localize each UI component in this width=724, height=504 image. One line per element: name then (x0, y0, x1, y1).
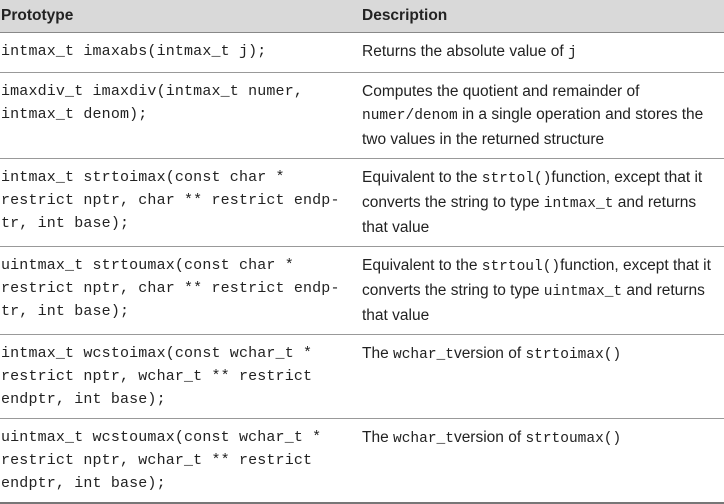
description-text: and returns that value (362, 281, 705, 324)
inline-code: uintmax_t (543, 283, 623, 300)
table-row: uintmax_t strtoumax(const char * restric… (0, 246, 724, 335)
description-text: function, except that it converts the st… (362, 256, 711, 299)
inline-code: intmax_t (543, 195, 614, 212)
description-text: in a single operation and stores the two… (362, 105, 704, 148)
description-text: version of (453, 428, 526, 446)
description-text: Equivalent to the (362, 168, 482, 186)
inline-code: numer/denom (362, 107, 458, 124)
description-text: Returns the absolute value of (362, 42, 568, 60)
table-header-row: Prototype Description (0, 0, 724, 33)
description-text: Equivalent to the (362, 256, 482, 274)
column-header-prototype: Prototype (0, 0, 359, 33)
inline-code: strtoul() (481, 258, 561, 275)
inline-code: j (567, 44, 577, 61)
description-cell: Returns the absolute value of j (359, 32, 724, 73)
prototype-cell: imaxdiv_t imaxdiv(intmax_t numer, intmax… (0, 72, 359, 159)
table-row: imaxdiv_t imaxdiv(intmax_t numer, intmax… (0, 72, 724, 159)
table-row: intmax_t imaxabs(intmax_t j); Returns th… (0, 32, 724, 73)
description-text: version of (453, 344, 526, 362)
inline-code: wchar_t (393, 430, 454, 447)
description-cell: Equivalent to the strtol()function, exce… (359, 158, 724, 247)
inline-code: strtoumax() (525, 430, 622, 447)
description-cell: Computes the quotient and remainder of n… (359, 72, 724, 159)
table-row: intmax_t strtoimax(const char * restrict… (0, 158, 724, 247)
prototype-cell: intmax_t strtoimax(const char * restrict… (0, 158, 359, 247)
description-text: and returns that value (362, 193, 697, 236)
inline-code: strtoimax() (525, 346, 622, 363)
prototype-cell: intmax_t imaxabs(intmax_t j); (0, 32, 359, 73)
prototype-cell: uintmax_t strtoumax(const char * restric… (0, 246, 359, 335)
description-cell: Equivalent to the strtoul()function, exc… (359, 246, 724, 335)
description-cell: The wchar_tversion of strtoimax() (359, 334, 724, 419)
description-text: The (362, 428, 394, 446)
inline-code: wchar_t (393, 346, 454, 363)
description-text: Computes the quotient and remainder of (362, 82, 640, 100)
description-text: function, except that it converts the st… (362, 168, 703, 211)
inline-code: strtol() (481, 170, 552, 187)
prototype-cell: uintmax_t wcstoumax(const wchar_t * rest… (0, 418, 359, 504)
table-row: intmax_t wcstoimax(const wchar_t * restr… (0, 334, 724, 419)
table-row: uintmax_t wcstoumax(const wchar_t * rest… (0, 418, 724, 504)
column-header-description: Description (359, 0, 724, 33)
description-text: The (362, 344, 394, 362)
prototype-cell: intmax_t wcstoimax(const wchar_t * restr… (0, 334, 359, 419)
description-cell: The wchar_tversion of strtoumax() (359, 418, 724, 504)
